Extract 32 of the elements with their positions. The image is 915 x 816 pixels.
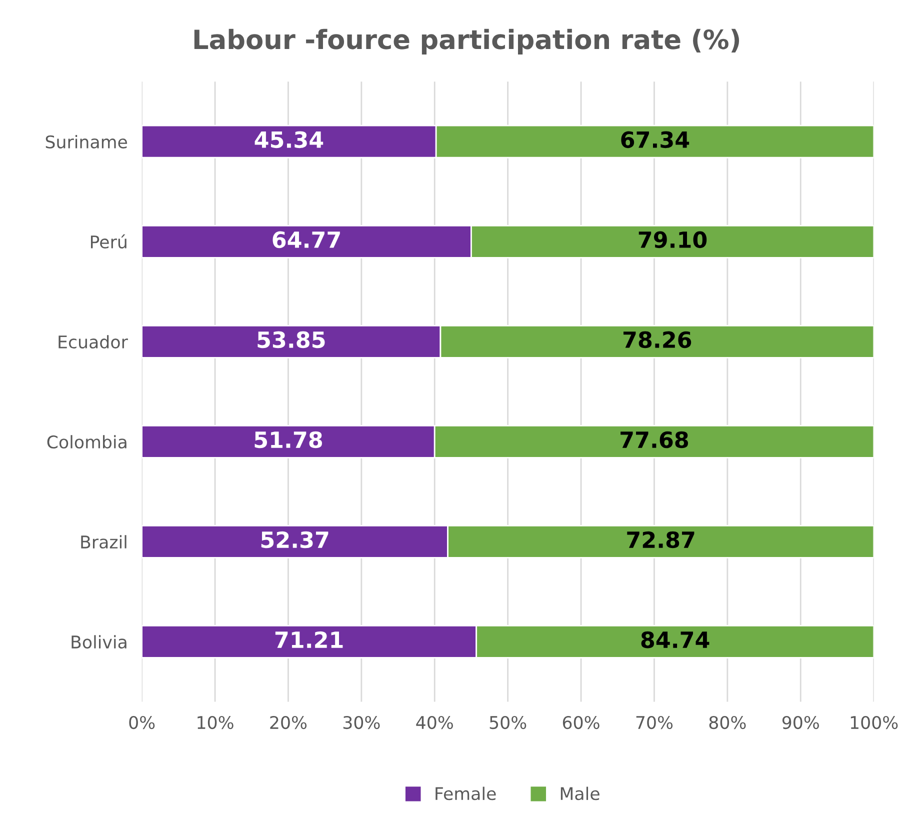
- x-tick-label: 20%: [270, 716, 307, 730]
- x-tick-label: 70%: [636, 716, 673, 730]
- annotation: 53.85: [258, 331, 325, 348]
- legend-label: Male: [560, 786, 600, 800]
- legend-label: Female: [436, 786, 496, 800]
- annotation: 79.10: [638, 231, 707, 248]
- x-tick-label: 10%: [198, 716, 234, 730]
- y-tick-label: Bolivia: [72, 635, 126, 649]
- chart-title: Labour -fource participation rate (%): [194, 28, 740, 54]
- annotation: 67.34: [621, 131, 690, 148]
- annotation: 71.21: [275, 631, 343, 648]
- annotation: 77.68: [620, 431, 688, 448]
- x-tick-label: 80%: [709, 716, 746, 730]
- y-tick-label: Colombia: [47, 435, 126, 449]
- x-tick-label: 40%: [416, 716, 453, 730]
- y-tick-label: Ecuador: [58, 335, 128, 349]
- annotation: 84.74: [641, 631, 710, 648]
- x-tick-label: 100%: [850, 716, 898, 730]
- x-tick-label: 90%: [782, 716, 819, 730]
- annotation: 78.26: [623, 331, 692, 348]
- x-tick-label: 30%: [343, 716, 380, 730]
- x-tick-label: 60%: [562, 716, 600, 730]
- annotation: 52.37: [261, 531, 328, 548]
- annotation: 51.78: [254, 431, 322, 448]
- y-tick-label: Brazil: [81, 535, 126, 549]
- x-tick-label: 50%: [490, 716, 526, 730]
- x-tick-label: 0%: [129, 716, 155, 730]
- y-tick-label: Perú: [90, 234, 126, 248]
- annotation: 64.77: [272, 231, 340, 248]
- annotation: 72.87: [627, 531, 694, 548]
- y-tick-label: Suriname: [46, 135, 128, 148]
- annotation: 45.34: [254, 131, 324, 148]
